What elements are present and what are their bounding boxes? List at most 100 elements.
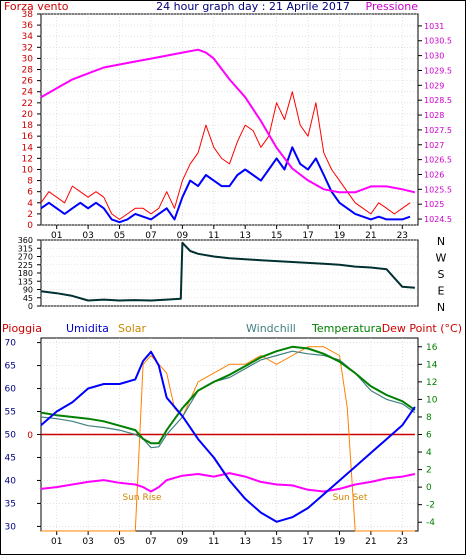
rain-axis-label: Pioggia bbox=[2, 322, 42, 335]
legend-dewpoint: Dew Point (°C) bbox=[382, 322, 462, 335]
pressure-line bbox=[40, 48, 416, 194]
x-tick-label: 13 bbox=[239, 537, 250, 547]
left-axis-label: Forza vento bbox=[4, 0, 69, 13]
y-ticks-left: 30 35 40 45 50 55 60 65 70 bbox=[5, 339, 41, 532]
y-tick-label-left: 36 bbox=[22, 21, 34, 31]
rain-zero-marker: 0 bbox=[27, 431, 33, 441]
y-tick-label-left: 14 bbox=[22, 143, 34, 153]
x-tick-label: 15 bbox=[271, 537, 282, 547]
x-tick-label: 09 bbox=[177, 231, 189, 241]
right-axis-label: Pressione bbox=[366, 0, 419, 13]
y-tick-label-right: 1026.5 bbox=[424, 156, 452, 165]
y-tick-label-left: 30 bbox=[5, 522, 17, 532]
y-tick-label-right: 1031 bbox=[424, 22, 444, 31]
legend-solar: Solar bbox=[118, 322, 147, 335]
x-tick-label: 23 bbox=[397, 231, 408, 241]
y-tick-label-left: 65 bbox=[5, 362, 16, 372]
y-tick-label-left: 40 bbox=[5, 476, 17, 486]
grid bbox=[41, 13, 418, 226]
y-tick-label: 45 bbox=[23, 294, 33, 303]
compass-label: N bbox=[437, 301, 445, 314]
y-tick-label-right: 1025 bbox=[424, 200, 444, 209]
chart-title: 24 hour graph day : 21 Aprile 2017 bbox=[156, 0, 350, 13]
y-tick-label-right: 1027 bbox=[424, 141, 444, 150]
y-tick-label-right: 4 bbox=[426, 448, 432, 458]
y-tick-label-right: 2 bbox=[426, 466, 432, 476]
y-tick-label-right: 1030 bbox=[424, 52, 444, 61]
y-tick-label-left: 2 bbox=[27, 210, 33, 220]
sunset-label: Sun Set bbox=[333, 493, 368, 503]
y-tick-label-right: 1024.5 bbox=[424, 215, 452, 224]
x-tick-label: 05 bbox=[114, 231, 125, 241]
y-tick-label-left: 35 bbox=[5, 499, 16, 509]
y-tick-label-right: -4 bbox=[426, 518, 435, 528]
x-tick-label: 03 bbox=[82, 231, 93, 241]
y-tick-label-left: 50 bbox=[5, 431, 17, 441]
gust-line bbox=[40, 91, 411, 220]
x-tick-label: 09 bbox=[177, 537, 189, 547]
series-group bbox=[40, 345, 416, 532]
y-tick-label-right: 1029 bbox=[424, 81, 444, 90]
series-group bbox=[40, 241, 415, 302]
y-tick-label-right: 1029.5 bbox=[424, 66, 452, 75]
y-tick-label-right: -2 bbox=[426, 501, 435, 511]
series-group bbox=[40, 48, 416, 224]
x-tick-label: 23 bbox=[397, 537, 408, 547]
y-tick-label: 315 bbox=[18, 244, 33, 253]
y-ticks-right: 1024.5 1025 1025.5 1026 1026.5 1027 1027.5 1028… bbox=[418, 22, 452, 224]
y-tick-label-left: 0 bbox=[27, 221, 33, 231]
dewpoint-line bbox=[40, 472, 416, 493]
x-tick-label: 13 bbox=[239, 231, 250, 241]
x-tick-label: 03 bbox=[82, 537, 93, 547]
x-tick-label: 07 bbox=[145, 231, 156, 241]
compass-label: W bbox=[436, 252, 447, 265]
y-tick-label-left: 32 bbox=[22, 43, 33, 53]
sunrise-label: Sun Rise bbox=[123, 493, 162, 503]
y-tick-label-right: 1025.5 bbox=[424, 185, 452, 194]
y-tick-label-right: 0 bbox=[426, 483, 432, 493]
y-tick-label-left: 24 bbox=[22, 88, 34, 98]
wind-direction-line bbox=[40, 241, 415, 302]
x-tick-label: 01 bbox=[51, 231, 62, 241]
y-tick-label: 360 bbox=[18, 236, 33, 245]
x-tick-label: 19 bbox=[334, 537, 346, 547]
y-tick-label-right: 1026 bbox=[424, 170, 444, 179]
y-tick-label-left: 12 bbox=[22, 154, 33, 164]
y-tick-label-right: 1028 bbox=[424, 111, 444, 120]
wind-pressure-chart: Forza vento 24 hour graph day : 21 April… bbox=[4, 0, 452, 241]
y-tick-label-left: 45 bbox=[5, 453, 16, 463]
humidity-line bbox=[40, 350, 416, 523]
y-tick-label-left: 34 bbox=[22, 32, 34, 42]
x-tick-label: 11 bbox=[208, 231, 219, 241]
x-tick-label: 01 bbox=[51, 537, 62, 547]
y-tick-label-left: 18 bbox=[22, 121, 34, 131]
legend-humidity: Umidita bbox=[66, 322, 109, 335]
legend-temperature: Temperatura bbox=[311, 322, 382, 335]
y-tick-label-right: 1028.5 bbox=[424, 96, 452, 105]
y-tick-label-left: 26 bbox=[22, 77, 34, 87]
y-tick-label-right: 8 bbox=[426, 413, 432, 423]
y-tick-label: 90 bbox=[23, 286, 33, 295]
x-ticks: 01 03 05 07 09 11 13 15 17 19 21 23 bbox=[51, 225, 408, 241]
x-tick-label: 21 bbox=[365, 537, 376, 547]
y-tick-label-left: 16 bbox=[22, 132, 34, 142]
y-tick-label: 135 bbox=[18, 277, 33, 286]
y-tick-label-left: 38 bbox=[22, 10, 34, 20]
y-tick-label: 180 bbox=[18, 269, 33, 278]
temp-humidity-chart: Pioggia Umidita Solar Windchill Temperat… bbox=[2, 322, 462, 547]
y-tick-label-right: 1030.5 bbox=[424, 37, 452, 46]
x-tick-label: 19 bbox=[334, 231, 346, 241]
y-tick-label-left: 60 bbox=[5, 385, 17, 395]
y-tick-label-left: 10 bbox=[22, 165, 34, 175]
y-tick-label: 270 bbox=[18, 253, 33, 262]
y-ticks-right: -4 -2 0 2 4 6 8 10 12 14 16 bbox=[418, 343, 438, 528]
x-tick-label: 15 bbox=[271, 231, 282, 241]
y-tick-label-left: 4 bbox=[27, 199, 33, 209]
solar-line bbox=[41, 346, 415, 532]
x-tick-label: 11 bbox=[208, 537, 219, 547]
